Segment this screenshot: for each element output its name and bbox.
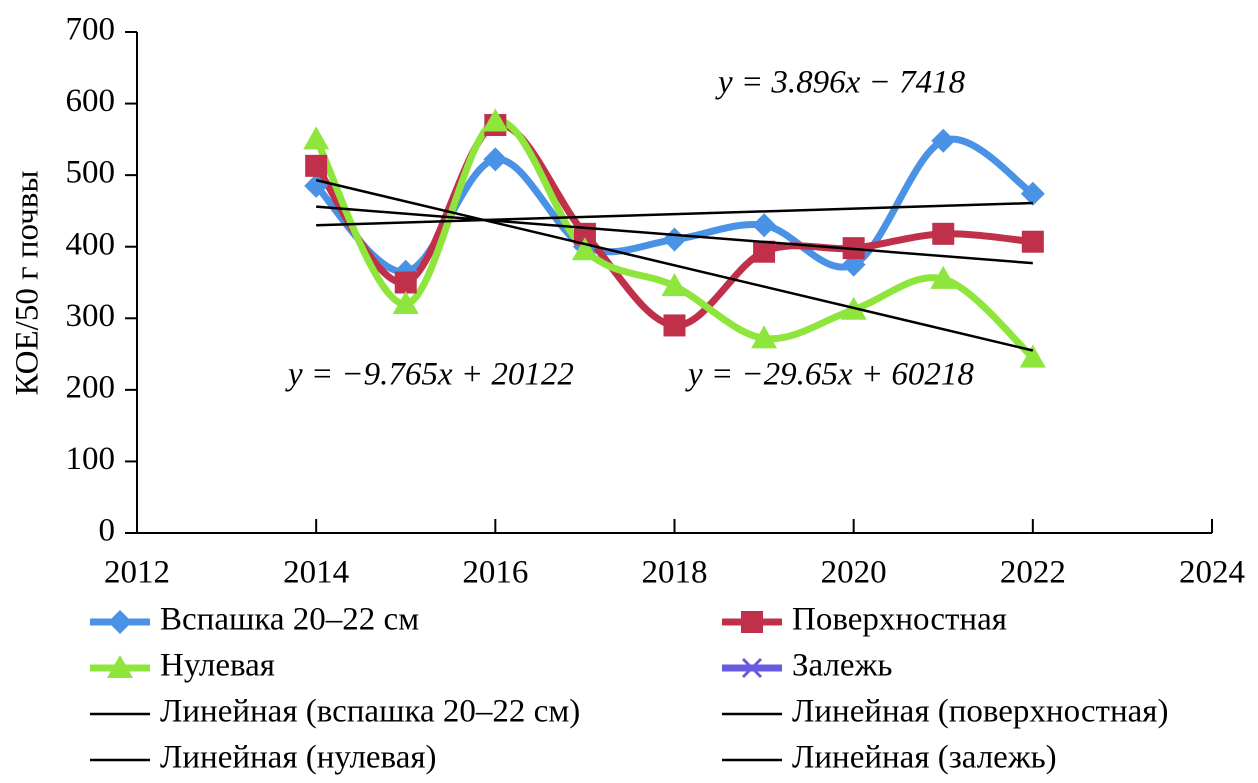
marker [392,290,419,314]
y-tick-label: 100 [66,441,116,477]
legend-marker [107,655,133,678]
marker [303,126,330,150]
y-axis-label: КОЕ/50 г почвы [10,170,46,395]
y-tick-label: 400 [66,226,116,262]
annotation: y = −29.65x + 60218 [685,357,974,393]
trend-line [316,201,1033,227]
legend-label: Нулевая [160,648,275,684]
annotation: y = −9.765x + 20122 [285,357,574,393]
marker [931,128,956,153]
legend-marker [741,611,763,633]
annotation: y = 3.896x − 7418 [715,65,966,101]
marker [930,265,957,289]
x-tick-label: 2016 [462,555,528,591]
marker [482,108,509,132]
trend-line [315,178,1034,352]
marker [1019,344,1046,368]
legend-label: Залежь [792,648,892,684]
marker [752,213,777,238]
marker [483,147,508,172]
marker [304,173,329,198]
series-line [313,117,1036,361]
x-tick-label: 2022 [1000,555,1066,591]
x-tick-label: 2012 [104,555,170,591]
marker [663,314,686,337]
legend-label: Линейная (вспашка 20–22 см) [160,694,580,730]
y-tick-label: 600 [66,83,116,119]
x-tick-label: 2014 [283,555,349,591]
legend-label: Линейная (поверхностная) [792,694,1168,730]
y-tick-label: 200 [66,369,116,405]
marker [932,222,955,245]
legend-label: Вспашка 20–22 см [160,602,419,638]
x-tick-label: 2024 [1179,555,1245,591]
y-tick-label: 500 [66,155,116,191]
marker [751,325,778,349]
series-line [313,121,1034,329]
legend-marker [741,657,763,679]
legend-label: Линейная (залежь) [792,740,1057,776]
marker [753,240,776,263]
legend-label: Поверхностная [792,602,1007,638]
marker [1020,181,1045,206]
trend-line [316,205,1033,265]
x-tick-label: 2018 [642,555,708,591]
marker [1021,230,1044,253]
legend-marker [108,610,132,634]
y-tick-label: 700 [66,12,116,48]
y-tick-label: 300 [66,298,116,334]
x-tick-label: 2020 [821,555,887,591]
marker [571,237,598,261]
y-tick-label: 0 [99,513,116,549]
marker [394,271,417,294]
marker [661,273,688,297]
legend-label: Линейная (нулевая) [160,740,437,776]
marker [305,154,328,177]
marker [662,227,687,252]
